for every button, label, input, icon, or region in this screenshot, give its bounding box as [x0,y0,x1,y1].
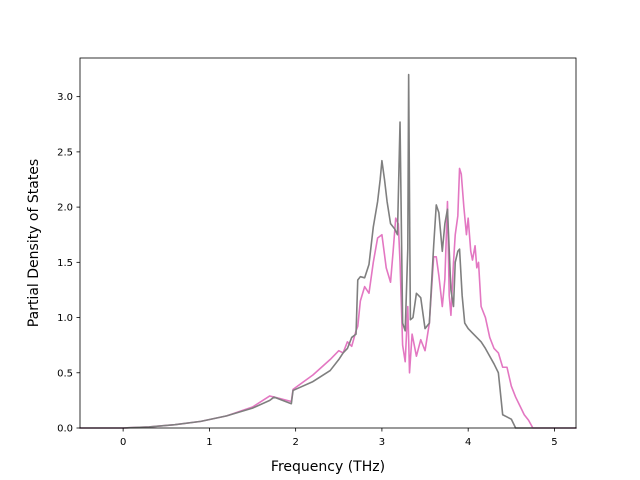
y-tick-label: 1.5 [57,258,73,269]
y-tick-label: 1.0 [57,313,73,324]
y-axis: 0.0 0.5 1.0 1.5 2.0 2.5 3.0 [57,92,80,435]
series-line-1 [79,167,577,429]
x-tick-label: 1 [206,437,212,448]
x-axis: 0 1 2 3 4 5 [120,428,558,448]
y-tick-label: 3.0 [57,92,73,103]
x-tick-label: 2 [292,437,298,448]
x-tick-label: 4 [465,437,471,448]
y-tick-label: 0.5 [57,368,73,379]
series-layer [79,73,577,429]
y-axis-label: Partial Density of States [26,159,42,327]
series-line-2 [79,73,577,429]
x-tick-label: 3 [379,437,385,448]
x-axis-label: Frequency (THz) [271,459,385,475]
y-tick-label: 2.0 [57,203,73,214]
x-tick-label: 0 [120,437,126,448]
x-tick-label: 5 [551,437,557,448]
y-tick-label: 0.0 [57,424,73,435]
plot-frame [79,57,577,429]
y-tick-label: 2.5 [57,147,73,158]
